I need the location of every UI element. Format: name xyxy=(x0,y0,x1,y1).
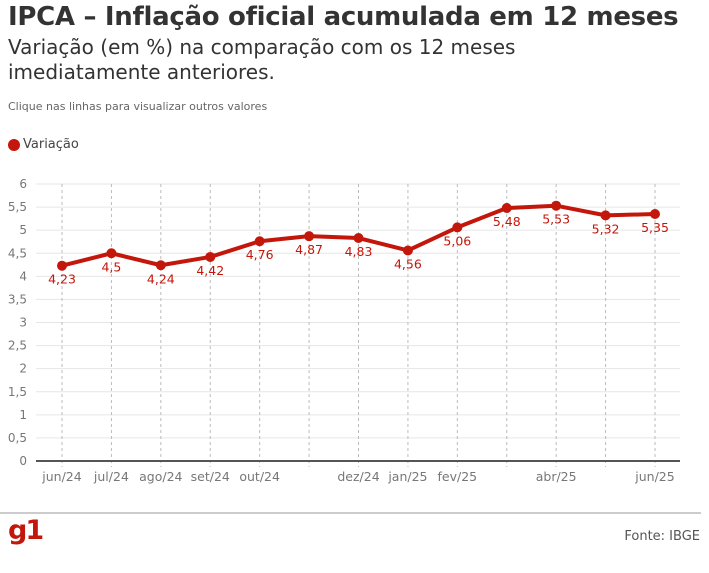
data-label: 4,5 xyxy=(101,259,121,274)
x-tick-label: jul/24 xyxy=(93,469,129,484)
data-label: 4,42 xyxy=(196,263,224,278)
x-tick-label: dez/24 xyxy=(337,469,379,484)
data-label: 5,35 xyxy=(641,220,669,235)
legend-label: Variação xyxy=(23,137,79,152)
x-tick-label: set/24 xyxy=(191,469,230,484)
interaction-hint: Clique nas linhas para visualizar outros… xyxy=(8,100,268,113)
y-tick-label: 5,5 xyxy=(8,200,27,214)
data-label: 4,76 xyxy=(246,247,274,262)
x-tick-label: out/24 xyxy=(239,469,280,484)
y-tick-label: 0 xyxy=(19,454,27,468)
data-label: 5,48 xyxy=(493,214,521,229)
x-tick-label: fev/25 xyxy=(438,469,478,484)
data-label: 5,06 xyxy=(443,233,471,248)
y-tick-label: 4 xyxy=(19,269,27,283)
data-label: 4,56 xyxy=(394,256,422,271)
y-tick-label: 2,5 xyxy=(8,339,27,353)
data-point xyxy=(402,245,413,256)
data-label: 4,83 xyxy=(345,244,373,259)
x-tick-label: ago/24 xyxy=(139,469,182,484)
y-tick-label: 3,5 xyxy=(8,292,27,306)
data-point xyxy=(650,209,660,220)
data-point xyxy=(254,236,265,247)
y-tick-label: 1,5 xyxy=(8,385,27,399)
footer-divider xyxy=(0,512,701,514)
y-tick-label: 0,5 xyxy=(8,431,27,445)
data-point xyxy=(57,260,67,271)
y-tick-label: 6 xyxy=(19,177,27,191)
data-label: 5,32 xyxy=(592,221,620,236)
source-note: Fonte: IBGE xyxy=(624,529,700,544)
x-tick-label: jan/25 xyxy=(387,469,427,484)
data-point xyxy=(452,222,463,233)
data-point xyxy=(155,260,166,271)
y-tick-label: 1 xyxy=(19,408,27,422)
y-tick-label: 2 xyxy=(19,362,27,376)
data-point xyxy=(106,248,117,259)
data-label: 4,23 xyxy=(48,272,76,287)
x-tick-label: jun/25 xyxy=(634,469,674,484)
chart-subtitle: Variação (em %) na comparação com os 12 … xyxy=(8,35,516,84)
data-point xyxy=(501,203,512,214)
data-label: 4,87 xyxy=(295,242,323,257)
data-point xyxy=(353,233,364,244)
x-tick-label: abr/25 xyxy=(536,469,577,484)
data-point xyxy=(551,200,562,211)
x-tick-label: jun/24 xyxy=(41,469,81,484)
data-label: 4,24 xyxy=(147,271,175,286)
y-tick-label: 4,5 xyxy=(8,246,27,260)
data-point xyxy=(304,231,315,242)
data-label: 5,53 xyxy=(542,212,570,227)
g1-logo: g1 xyxy=(8,515,44,546)
legend-dot-icon xyxy=(8,138,20,151)
data-point xyxy=(205,251,216,262)
y-tick-label: 3 xyxy=(19,316,27,330)
data-point xyxy=(600,210,611,221)
y-tick-label: 5 xyxy=(19,223,27,237)
legend-item-variacao[interactable]: Variação xyxy=(8,137,79,152)
chart-title: IPCA – Inflação oficial acumulada em 12 … xyxy=(8,2,679,32)
